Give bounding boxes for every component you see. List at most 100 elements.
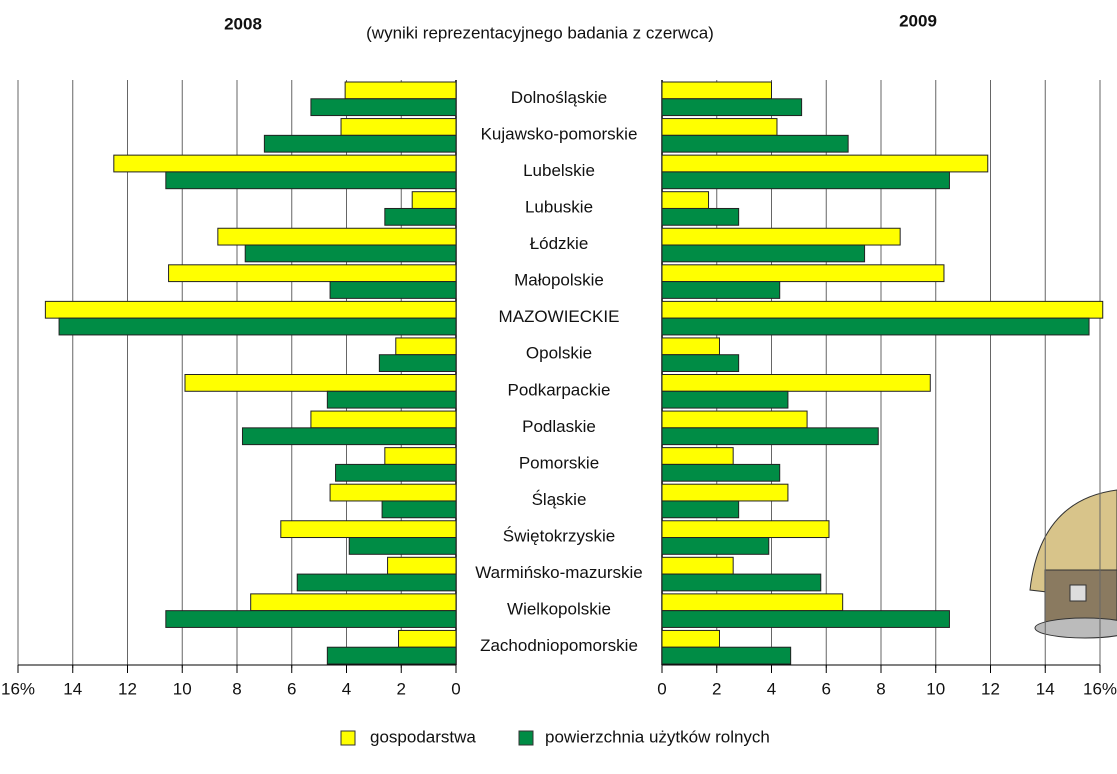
category-label: Podkarpackie <box>507 380 610 399</box>
bar <box>661 500 740 519</box>
hut-illustration <box>1029 489 1117 639</box>
bar <box>661 154 989 173</box>
category-label: Śląskie <box>532 490 587 509</box>
bar <box>326 646 457 665</box>
bar <box>398 629 457 648</box>
bar <box>661 537 770 555</box>
x-tick-label: 0 <box>657 679 666 698</box>
category-label: Dolnośląskie <box>511 88 607 107</box>
legend-label: gospodarstwa <box>370 727 476 746</box>
bar <box>411 191 457 209</box>
category-label: Zachodniopomorskie <box>480 636 638 655</box>
bar <box>661 447 734 465</box>
bar <box>661 281 781 299</box>
bar <box>387 556 457 575</box>
bar <box>661 646 792 665</box>
bar <box>661 629 720 648</box>
bar <box>661 610 950 628</box>
bar <box>661 483 789 502</box>
bar <box>661 227 901 246</box>
category-label: Podlaskie <box>522 417 596 436</box>
x-tick-label: 12 <box>981 679 1000 698</box>
legend-swatch <box>518 730 534 746</box>
x-tick-label: 4 <box>342 679 351 698</box>
bar <box>217 227 457 246</box>
x-tick-label: 12 <box>118 679 137 698</box>
bar <box>340 118 457 136</box>
x-tick-label: 6 <box>287 679 296 698</box>
bar <box>344 81 457 100</box>
bar <box>661 171 950 190</box>
bar <box>661 427 879 446</box>
category-label: Warmińsko-mazurskie <box>475 563 643 582</box>
bar <box>661 556 734 575</box>
x-tick-label: 10 <box>926 679 945 698</box>
bar <box>661 520 830 539</box>
category-label: Pomorskie <box>519 453 599 472</box>
x-tick-label: 4 <box>767 679 776 698</box>
category-label: Opolskie <box>526 344 592 363</box>
bar <box>335 463 457 482</box>
bar <box>329 483 457 502</box>
bar <box>661 207 740 226</box>
x-tick-label: 16% <box>1083 679 1117 698</box>
category-label: Lubelskie <box>523 161 595 180</box>
x-tick-label: 2 <box>397 679 406 698</box>
x-tick-label: 6 <box>822 679 831 698</box>
subtitle: (wyniki reprezentacyjnego badania z czer… <box>366 23 714 42</box>
x-tick-label: 8 <box>876 679 885 698</box>
bar <box>44 300 457 319</box>
bar <box>184 374 457 392</box>
bar <box>348 537 457 555</box>
bar <box>280 520 457 539</box>
bar <box>384 207 457 226</box>
x-tick-label: 8 <box>232 679 241 698</box>
x-tick-label: 10 <box>173 679 192 698</box>
legend-label: powierzchnia użytków rolnych <box>545 727 770 746</box>
bar <box>329 281 457 299</box>
x-tick-label: 16% <box>1 679 35 698</box>
bar <box>165 610 457 628</box>
bar <box>395 337 457 356</box>
bar <box>661 244 866 263</box>
bar <box>661 264 945 283</box>
category-label: Kujawsko-pomorskie <box>481 124 638 143</box>
bar <box>661 573 822 592</box>
bar <box>378 354 457 372</box>
bar <box>250 593 457 612</box>
x-tick-label: 0 <box>451 679 460 698</box>
bar <box>661 374 931 392</box>
category-label: Łódzkie <box>530 234 589 253</box>
bar <box>381 500 457 519</box>
x-tick-label: 2 <box>712 679 721 698</box>
bar <box>661 81 772 100</box>
category-label: Świętokrzyskie <box>503 527 615 546</box>
bar <box>296 573 457 592</box>
bar <box>168 264 457 283</box>
chart-title: 2009 <box>899 11 937 30</box>
legend-swatch <box>340 730 356 746</box>
bar <box>113 154 457 173</box>
bar <box>241 427 457 446</box>
bar <box>244 244 457 263</box>
category-label: MAZOWIECKIE <box>499 307 620 326</box>
bar <box>326 390 457 409</box>
bar <box>384 447 457 465</box>
bar <box>165 171 457 190</box>
bar <box>661 390 789 409</box>
x-tick-label: 14 <box>1036 679 1055 698</box>
bar <box>661 463 781 482</box>
bar <box>263 134 457 153</box>
bar <box>661 300 1104 319</box>
category-label: Lubuskie <box>525 197 593 216</box>
category-label: Wielkopolskie <box>507 600 611 619</box>
bar <box>661 410 808 429</box>
bar <box>661 118 778 136</box>
bar <box>661 317 1090 336</box>
bar <box>310 410 457 429</box>
bar <box>661 191 710 209</box>
bar <box>661 337 720 356</box>
bar <box>661 98 803 117</box>
bar <box>58 317 457 336</box>
bar <box>661 134 849 153</box>
